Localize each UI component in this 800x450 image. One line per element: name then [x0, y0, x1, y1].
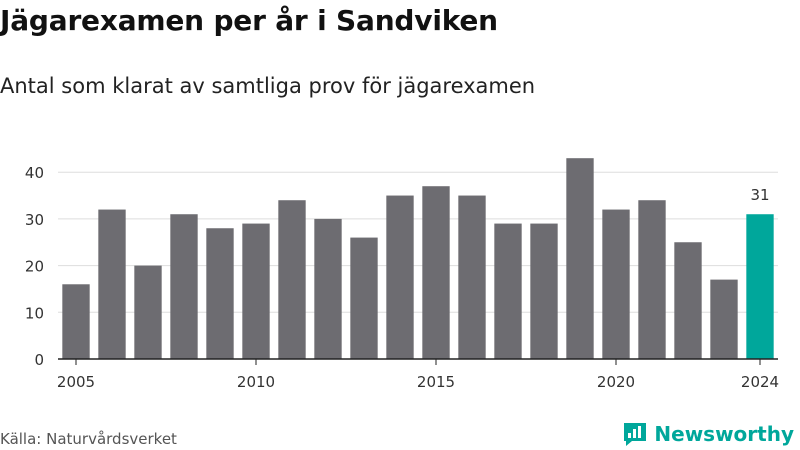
y-tick-label: 0	[34, 351, 44, 369]
bar	[710, 279, 738, 359]
bar	[206, 228, 234, 359]
source-label: Källa: Naturvårdsverket	[0, 430, 177, 448]
y-tick-label: 40	[25, 164, 44, 182]
bar	[566, 158, 594, 359]
bar	[530, 223, 558, 359]
newsworthy-chart-icon	[624, 423, 647, 446]
chart-subtitle: Antal som klarat av samtliga prov för jä…	[0, 74, 536, 98]
brand-logo: Newsworthy	[622, 420, 794, 448]
data-label: 31	[750, 186, 769, 204]
bar	[242, 223, 270, 359]
y-tick-label: 20	[25, 258, 44, 276]
x-tick-label: 2020	[597, 373, 635, 391]
bar	[458, 195, 486, 359]
bar	[350, 237, 378, 359]
bar	[386, 195, 414, 359]
bar	[422, 186, 450, 359]
brand-name: Newsworthy	[654, 422, 794, 446]
bar	[314, 218, 342, 359]
chart-title: Jägarexamen per år i Sandviken	[0, 4, 498, 37]
bar-chart: 0 10 20 30 40 31 2005 2010 2015 2020 2024	[25, 158, 779, 391]
x-tick-label: 2010	[237, 373, 275, 391]
bar	[98, 209, 126, 359]
bar	[602, 209, 630, 359]
y-tick-label: 30	[25, 211, 44, 229]
y-tick-label: 10	[25, 304, 44, 322]
bar	[674, 242, 702, 359]
x-tick-label: 2005	[57, 373, 95, 391]
bar	[638, 200, 666, 359]
bar	[494, 223, 522, 359]
bar	[62, 284, 90, 359]
bar	[170, 214, 198, 359]
bar	[278, 200, 306, 359]
x-tick-label: 2015	[417, 373, 455, 391]
bar	[134, 265, 162, 359]
x-tick-label: 2024	[741, 373, 779, 391]
bar-highlight	[746, 214, 774, 359]
